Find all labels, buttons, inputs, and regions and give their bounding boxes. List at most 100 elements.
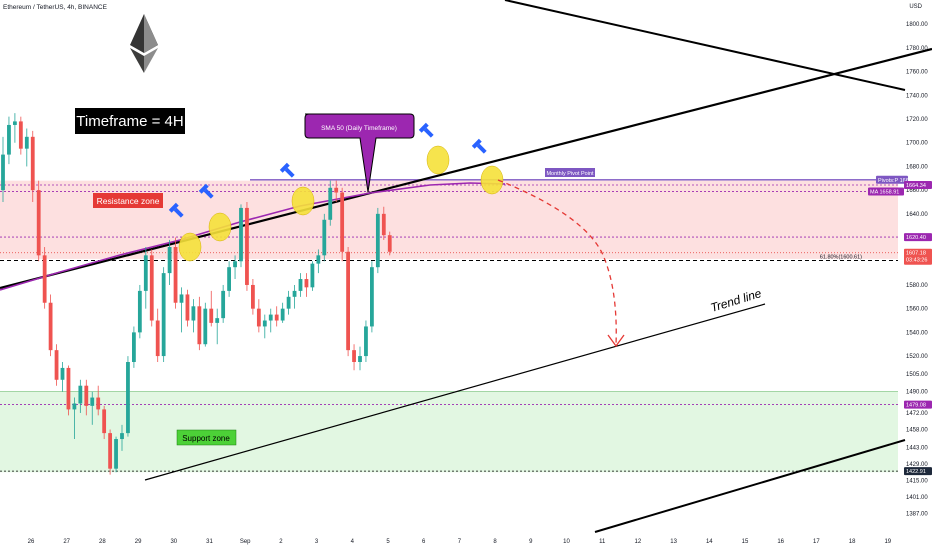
- x-tick-label: 14: [706, 539, 713, 545]
- y-tick-label: 1458.00: [906, 428, 928, 434]
- hammer-arrow-icon: [279, 162, 295, 178]
- trend-line-label: Trend line: [709, 286, 764, 315]
- x-tick-label: 29: [135, 539, 142, 545]
- markers-layer: [168, 122, 504, 262]
- pivot-label-box: Monthly Pivot Point: [545, 168, 595, 177]
- candle-body: [167, 247, 172, 274]
- y-tick-label: 1720.00: [906, 117, 928, 123]
- parallel-channel-line: [594, 439, 906, 533]
- candle-body: [173, 247, 178, 303]
- candle-body: [298, 279, 303, 291]
- price-tag: [904, 181, 932, 190]
- upper-trendline: [0, 47, 932, 290]
- y-tick-label: 1660.00: [906, 188, 928, 194]
- y-tick-label: 1443.00: [906, 445, 928, 451]
- candle-body: [149, 255, 154, 321]
- candle-body: [387, 235, 392, 252]
- price-tag: [876, 175, 908, 184]
- price-tag-label: 1664.34: [906, 183, 926, 189]
- countdown-label: 03:43:26: [906, 258, 927, 264]
- candle-body: [48, 302, 53, 351]
- price-tag-label: MA 1658.91: [870, 189, 899, 195]
- candle-body: [262, 320, 267, 327]
- candle-body: [42, 255, 47, 303]
- candle-body: [24, 136, 29, 149]
- descending-resistance-line: [504, 0, 906, 91]
- resistance-zone: [0, 180, 898, 259]
- y-tick-label: 1540.00: [906, 330, 928, 336]
- candle-body: [304, 279, 309, 288]
- candle-body: [274, 314, 279, 321]
- candle-body: [352, 350, 356, 362]
- resistance-label: Resistance zone: [97, 196, 160, 206]
- price-tag-label: 1607.18: [906, 251, 926, 257]
- hammer-arrow-icon: [418, 122, 434, 138]
- candle-body: [292, 290, 297, 297]
- price-tag: [904, 400, 932, 409]
- candle-body: [18, 121, 23, 149]
- y-tick-label: 1580.00: [906, 283, 928, 289]
- candle-body: [358, 356, 362, 362]
- candle-body: [132, 332, 136, 362]
- y-tick-label: 1401.00: [906, 495, 928, 501]
- price-tag: [868, 187, 904, 196]
- pivot-label: Monthly Pivot Point: [546, 171, 594, 177]
- y-tick-label: 1415.00: [906, 479, 928, 485]
- x-tick-label: 15: [742, 539, 749, 545]
- price-tag: [904, 467, 932, 476]
- candle-body: [375, 213, 380, 268]
- candle-body: [13, 121, 17, 125]
- y-tick-label: 1760.00: [906, 70, 928, 76]
- candle-body: [108, 433, 112, 469]
- projection-arrowhead: [607, 334, 625, 348]
- candle-body: [381, 213, 386, 236]
- candle-body: [90, 397, 95, 406]
- candle-body: [96, 397, 101, 410]
- candle-body: [256, 308, 261, 327]
- candle-body: [161, 273, 166, 357]
- sma-50-line: [0, 182, 506, 291]
- x-tick-label: Sep: [240, 539, 251, 545]
- candle-body: [286, 296, 291, 309]
- candle-body: [227, 267, 231, 291]
- chart-header-title: Ethereum / TetherUS, 4h, BINANCE: [3, 4, 107, 11]
- trendlines-layer: [0, 0, 932, 533]
- x-tick-label: 28: [99, 539, 106, 545]
- candle-body: [191, 306, 196, 321]
- hammer-arrow-head: [168, 202, 179, 213]
- candle-body: [239, 207, 243, 262]
- candle-body: [66, 367, 71, 410]
- x-tick-label: 16: [777, 539, 784, 545]
- fib-label: 61.80%(1600.61): [820, 255, 862, 261]
- candle-body: [143, 255, 148, 291]
- y-tick-label: 1560.00: [906, 307, 928, 313]
- projection-curve: [497, 179, 617, 346]
- hammer-arrow-icon: [168, 202, 184, 218]
- candle-body: [346, 251, 350, 351]
- x-tick-label: 27: [63, 539, 70, 545]
- candle-body: [215, 318, 220, 323]
- timeframe-label: Timeframe = 4H: [76, 113, 183, 130]
- candle-body: [84, 385, 89, 406]
- hammer-arrow-head: [279, 162, 290, 173]
- timeframe-label-box: Timeframe = 4H: [75, 108, 185, 134]
- x-tick-label: 17: [813, 539, 820, 545]
- candle-body: [185, 294, 190, 321]
- price-tag-label: Pivots:P 1668.73: [878, 178, 919, 184]
- x-tick-label: 9: [529, 539, 533, 545]
- support-label-box: Support zone: [176, 429, 237, 446]
- candle-body: [30, 136, 35, 191]
- highlight-circle: [480, 165, 504, 195]
- candles-layer: [1, 113, 392, 475]
- candle-body: [36, 190, 41, 256]
- x-tick-label: 8: [493, 539, 497, 545]
- candle-body: [280, 308, 285, 321]
- highlight-circle: [208, 212, 232, 242]
- candle-body: [233, 261, 237, 268]
- hammer-arrow-shaft: [476, 143, 487, 154]
- sma-callout: SMA 50 (Daily Timeframe): [304, 113, 415, 193]
- x-tick-label: 7: [458, 539, 462, 545]
- x-tick-label: 26: [28, 539, 35, 545]
- zones-layer: [0, 180, 898, 473]
